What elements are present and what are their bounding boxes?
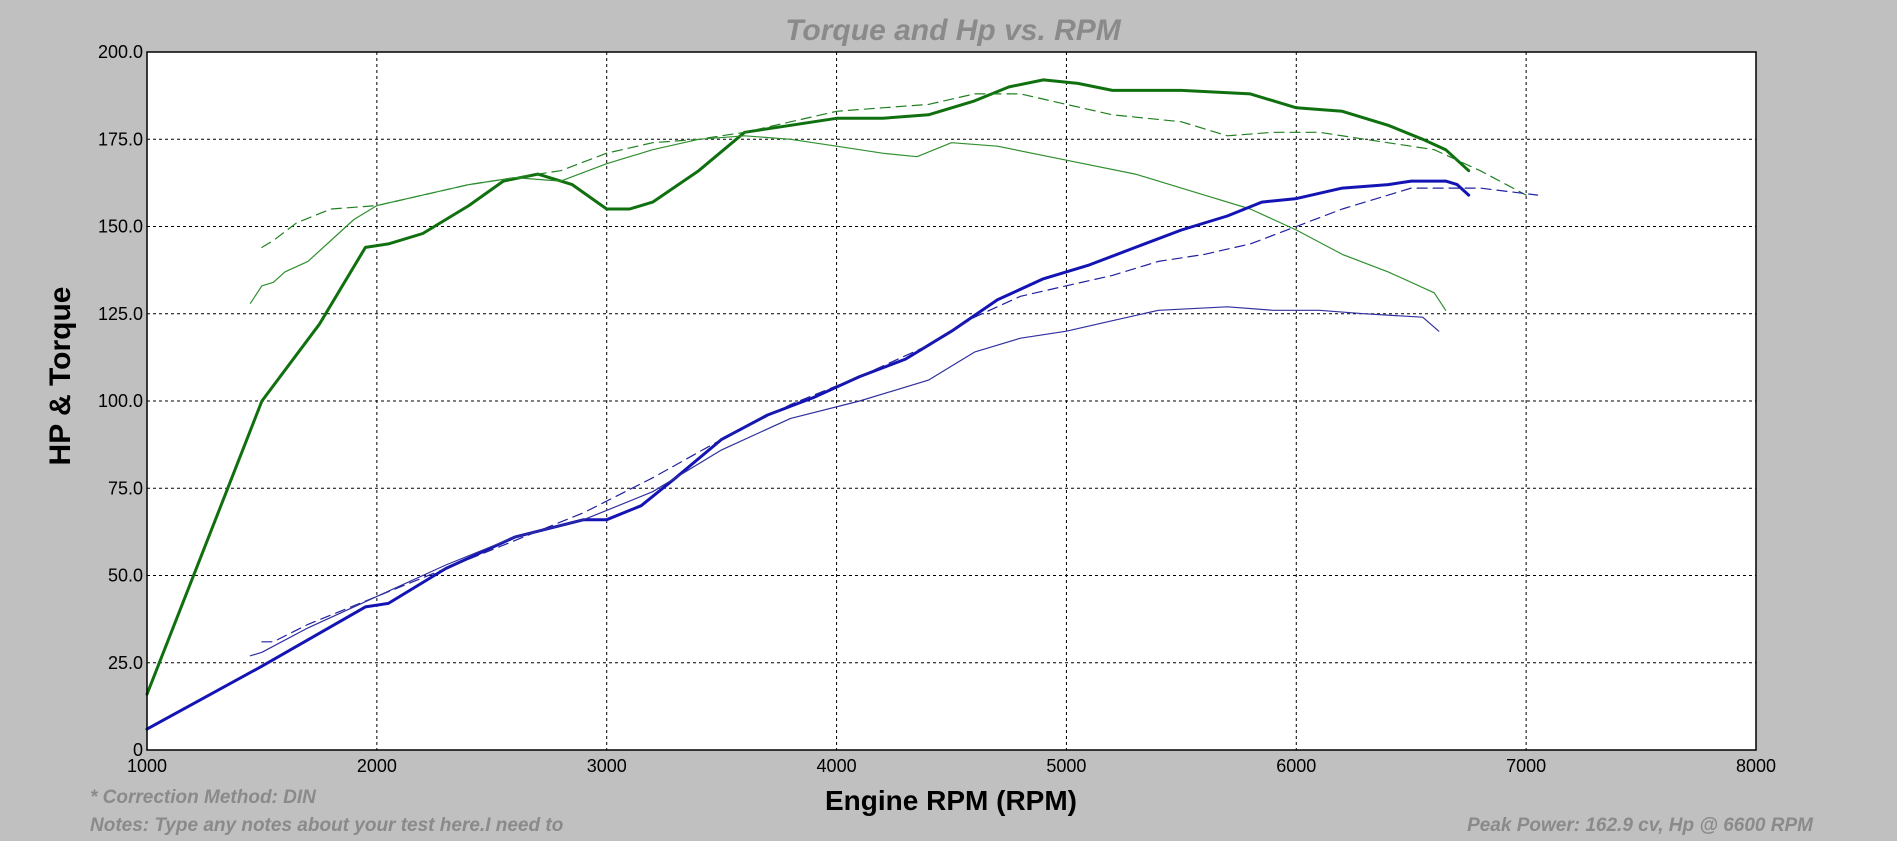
y-axis-ticks: 0 25.0 50.0 75.0 100.0 125.0 150.0 175.0 200.0 bbox=[98, 42, 143, 760]
series-line-1 bbox=[145, 78, 1471, 696]
plot-border bbox=[146, 51, 1757, 751]
y-tick-label: 0 bbox=[133, 740, 143, 760]
x-axis-label: Engine RPM (RPM) bbox=[825, 785, 1077, 816]
x-axis-ticks: 1000 2000 3000 4000 5000 6000 7000 8000 bbox=[127, 756, 1776, 776]
grid-lines bbox=[147, 52, 1756, 750]
x-tick-label: 7000 bbox=[1506, 756, 1546, 776]
y-tick-label: 125.0 bbox=[98, 304, 143, 324]
x-tick-label: 3000 bbox=[587, 756, 627, 776]
y-tick-label: 75.0 bbox=[108, 478, 143, 498]
series-line-2 bbox=[261, 93, 1527, 248]
y-tick-label: 25.0 bbox=[108, 653, 143, 673]
test-notes: Notes: Type any notes about your test he… bbox=[90, 815, 563, 836]
peak-power-readout: Peak Power: 162.9 cv, Hp @ 6600 RPM bbox=[1467, 815, 1814, 836]
x-tick-label: 8000 bbox=[1736, 756, 1776, 776]
y-tick-label: 150.0 bbox=[98, 217, 143, 237]
series-line-6 bbox=[249, 306, 1440, 657]
x-tick-label: 2000 bbox=[357, 756, 397, 776]
correction-method-note: * Correction Method: DIN bbox=[90, 787, 317, 808]
series-line-5 bbox=[261, 187, 1539, 643]
y-axis-label: HP & Torque bbox=[44, 287, 77, 466]
chart-title: Torque and Hp vs. RPM bbox=[785, 14, 1122, 47]
x-tick-label: 4000 bbox=[817, 756, 857, 776]
x-tick-label: 6000 bbox=[1276, 756, 1316, 776]
series-lines bbox=[145, 78, 1539, 731]
x-tick-label: 1000 bbox=[127, 756, 167, 776]
x-tick-label: 5000 bbox=[1046, 756, 1086, 776]
y-tick-label: 200.0 bbox=[98, 42, 143, 62]
y-tick-label: 50.0 bbox=[108, 566, 143, 586]
series-line-3 bbox=[249, 135, 1447, 311]
y-tick-label: 175.0 bbox=[98, 129, 143, 149]
y-tick-label: 100.0 bbox=[98, 391, 143, 411]
